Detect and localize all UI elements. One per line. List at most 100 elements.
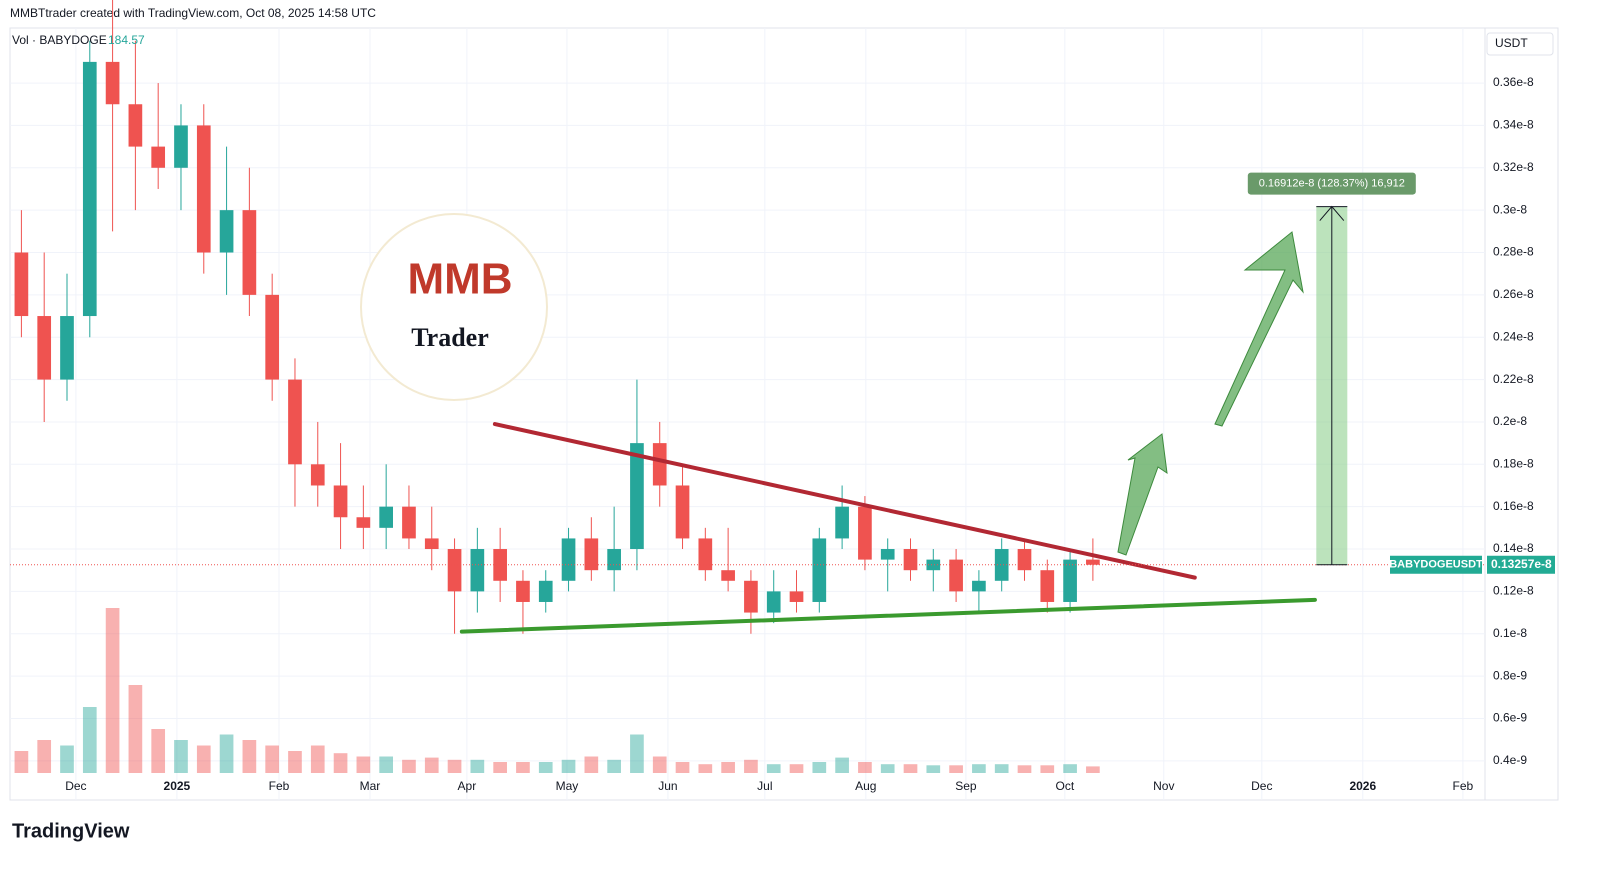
symbol-tag bbox=[1390, 555, 1482, 574]
volume-bar bbox=[744, 759, 758, 773]
candle-body bbox=[994, 549, 1009, 581]
frame bbox=[9, 27, 1559, 801]
volume-bar bbox=[858, 762, 872, 773]
volume-bar bbox=[424, 757, 439, 773]
measure-arrow-head bbox=[1319, 205, 1345, 221]
candle-body bbox=[174, 125, 188, 168]
candle-body bbox=[880, 549, 895, 560]
y-tick-label: 0.4e-9 bbox=[1493, 753, 1527, 767]
y-tick-label: 0.26e-8 bbox=[1493, 287, 1534, 301]
x-tick-label: Apr bbox=[458, 779, 477, 793]
x-tick-label: Jul bbox=[757, 779, 772, 793]
x-tick-label: May bbox=[556, 779, 579, 793]
volume-bar bbox=[402, 759, 416, 773]
volume-bar bbox=[493, 762, 507, 773]
candle-body bbox=[333, 485, 348, 518]
logo-bottom: Trader bbox=[411, 323, 489, 352]
x-tick-label: Dec bbox=[65, 779, 86, 793]
volume-bar bbox=[310, 745, 325, 773]
volume-bar bbox=[14, 751, 29, 773]
volume-bar bbox=[105, 608, 120, 773]
volume-bar bbox=[721, 762, 735, 773]
candle-body bbox=[402, 506, 416, 539]
volume-value: 184.57 bbox=[108, 33, 145, 47]
y-tick-label: 0.3e-8 bbox=[1493, 202, 1527, 216]
y-tick-label: 0.34e-8 bbox=[1493, 118, 1534, 132]
candle-body bbox=[196, 125, 211, 253]
volume-bar bbox=[1017, 765, 1032, 773]
candle-body bbox=[812, 538, 827, 602]
candle-body bbox=[835, 506, 849, 539]
x-tick-label: Dec bbox=[1251, 779, 1272, 793]
candle-body bbox=[607, 549, 621, 571]
y-tick-label: 0.1e-8 bbox=[1493, 626, 1527, 640]
candle-body bbox=[1086, 559, 1100, 565]
candle-body bbox=[926, 559, 941, 571]
trendline bbox=[459, 597, 1317, 634]
candle-body bbox=[105, 61, 120, 105]
candle-body bbox=[242, 210, 257, 295]
trendline bbox=[492, 422, 1197, 580]
candle-body bbox=[789, 591, 804, 602]
volume-bar bbox=[265, 745, 280, 773]
y-tick-label: 0.36e-8 bbox=[1493, 75, 1534, 89]
candle-body bbox=[698, 538, 713, 571]
volume-bar bbox=[903, 764, 918, 773]
x-tick-label: 2026 bbox=[1349, 779, 1376, 793]
volume-bar bbox=[812, 762, 827, 773]
volume-bar bbox=[994, 764, 1009, 773]
volume-bar bbox=[288, 751, 302, 773]
logo-top: MMB bbox=[407, 255, 512, 304]
candle-body bbox=[128, 104, 143, 147]
logo-circle bbox=[360, 213, 548, 401]
y-tick-label: 0.2e-8 bbox=[1493, 414, 1527, 428]
price-tag bbox=[1487, 555, 1555, 574]
candle-body bbox=[37, 316, 52, 380]
volume-bar bbox=[675, 762, 690, 773]
candle-body bbox=[744, 580, 758, 613]
arrow bbox=[1117, 433, 1168, 556]
y-tick-label: 0.6e-9 bbox=[1493, 711, 1527, 725]
candle-body bbox=[949, 559, 963, 592]
volume-bar bbox=[1063, 764, 1077, 773]
x-tick-label: Feb bbox=[1453, 779, 1474, 793]
volume-label: Vol · BABYDOGE bbox=[12, 33, 107, 47]
candle-body bbox=[219, 210, 234, 253]
x-tick-label: Sep bbox=[955, 779, 977, 793]
candle-body bbox=[265, 294, 280, 380]
x-tick-label: Feb bbox=[269, 779, 290, 793]
volume-bar bbox=[196, 745, 211, 773]
volume-bar bbox=[607, 759, 621, 773]
volume-bar bbox=[151, 729, 166, 773]
volume-bar bbox=[652, 756, 667, 773]
footer-logo: TradingView bbox=[12, 820, 130, 842]
volume-bar bbox=[379, 756, 393, 773]
volume-bar bbox=[766, 764, 781, 773]
price-label: 0.13257e-8 bbox=[1491, 557, 1552, 571]
volume-bar bbox=[1040, 765, 1055, 773]
candle-body bbox=[424, 538, 439, 550]
x-tick-label: Nov bbox=[1153, 779, 1174, 793]
volume-bar bbox=[630, 734, 644, 773]
y-tick-label: 0.18e-8 bbox=[1493, 456, 1534, 470]
volume-bar bbox=[880, 764, 895, 773]
candle-body bbox=[675, 485, 690, 539]
plot: 0.16912e-8 (128.37%) 16,912 bbox=[10, 0, 1485, 800]
y-tick-label: 0.14e-8 bbox=[1493, 541, 1534, 555]
volume-bar bbox=[219, 734, 234, 773]
volume-bar bbox=[789, 764, 804, 773]
candle-body bbox=[379, 506, 393, 528]
candle-body bbox=[60, 316, 74, 380]
volume-bar bbox=[926, 765, 941, 773]
volume-bar bbox=[972, 764, 986, 773]
symbol-label: BABYDOGEUSDT bbox=[1389, 559, 1483, 571]
candle-body bbox=[1017, 549, 1032, 571]
measure-label-box bbox=[1247, 172, 1416, 195]
volume-bar bbox=[516, 762, 530, 773]
y-tick-label: 0.16e-8 bbox=[1493, 499, 1534, 513]
candle-body bbox=[584, 538, 599, 571]
currency-box bbox=[1486, 32, 1554, 56]
volume-bar bbox=[698, 764, 713, 773]
